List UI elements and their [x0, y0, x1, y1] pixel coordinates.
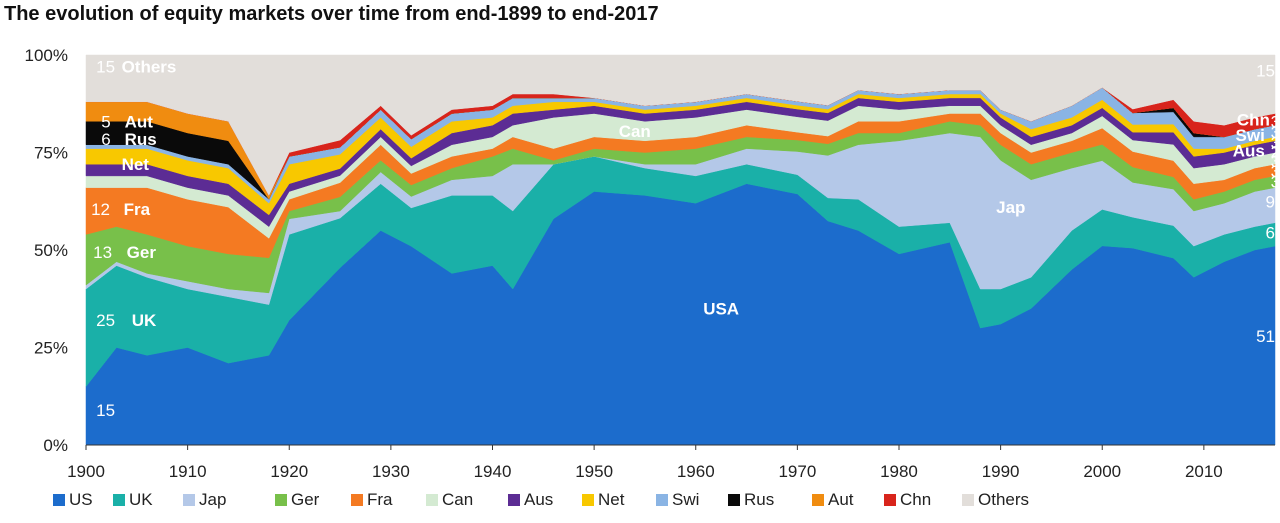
area-others [85, 54, 1276, 196]
x-tick-label: 1910 [169, 462, 207, 481]
area-label-uk: UK [132, 311, 157, 330]
legend-swatch-jap [183, 494, 195, 506]
area-label-fra: Fra [124, 200, 151, 219]
legend-label-aus: Aus [524, 490, 553, 509]
area-label-15: 15 [1256, 62, 1275, 81]
legend-label-ger: Ger [291, 490, 320, 509]
area-series-group [85, 54, 1276, 446]
x-tick-label: 1960 [677, 462, 715, 481]
legend-label-fra: Fra [367, 490, 393, 509]
y-tick-label: 100% [25, 46, 68, 65]
y-axis: 0% 25% 50% 75% 100% [25, 46, 68, 455]
area-label-swi: Swi [1236, 126, 1265, 145]
legend-swatch-fra [351, 494, 363, 506]
y-tick-label: 50% [34, 241, 68, 260]
x-axis: 1900 1910 1920 1930 1940 1950 1960 1970 1980 1990… [67, 444, 1275, 481]
area-label-13: 13 [93, 243, 112, 262]
area-label-3: 3 [1271, 172, 1280, 191]
x-tick-label: 1900 [67, 462, 105, 481]
chart-title: The evolution of equity markets over tim… [4, 3, 659, 25]
area-label-aut: Aut [125, 112, 154, 131]
x-tick-label: 2010 [1185, 462, 1223, 481]
area-label-chn: Chn [1237, 110, 1270, 129]
area-label-aus: Aus [1233, 142, 1265, 161]
legend-swatch-rus [728, 494, 740, 506]
legend-swatch-ger [275, 494, 287, 506]
area-label-5: 5 [101, 112, 110, 131]
legend-swatch-chn [884, 494, 896, 506]
x-tick-label: 1930 [372, 462, 410, 481]
legend-label-jap: Jap [199, 490, 226, 509]
legend-label-chn: Chn [900, 490, 931, 509]
area-labels: 15 Others 5 Aut 6 Rus Net 12 Fra 13 Ger 25 UK 15 USA Ca… [91, 58, 1280, 420]
area-label-others: Others [122, 58, 177, 77]
area-label-usa: USA [703, 300, 739, 319]
x-tick-label: 1940 [474, 462, 512, 481]
legend-label-net: Net [598, 490, 625, 509]
area-label-15: 15 [96, 401, 115, 420]
x-tick-label: 2000 [1083, 462, 1121, 481]
y-tick-label: 75% [34, 144, 68, 163]
x-tick-label: 1920 [270, 462, 308, 481]
legend-swatch-swi [656, 494, 668, 506]
legend-swatch-aus [508, 494, 520, 506]
x-tick-label: 1970 [778, 462, 816, 481]
legend-label-can: Can [442, 490, 473, 509]
x-tick-label: 1980 [880, 462, 918, 481]
area-label-25: 25 [96, 311, 115, 330]
area-label-3: 3 [1271, 112, 1280, 131]
area-label-can: Can [619, 122, 651, 141]
legend-swatch-aut [812, 494, 824, 506]
area-label-net: Net [122, 155, 150, 174]
area-label-51: 51 [1256, 327, 1275, 346]
area-label-12: 12 [91, 200, 110, 219]
area-label-3: 3 [1271, 162, 1280, 181]
legend-swatch-net [582, 494, 594, 506]
area-label-ger: Ger [127, 243, 157, 262]
legend-swatch-others [962, 494, 974, 506]
legend-swatch-can [426, 494, 438, 506]
legend-label-rus: Rus [744, 490, 774, 509]
area-label-6: 6 [1266, 223, 1275, 242]
area-label-15: 15 [96, 58, 115, 77]
area-label-3: 3 [1271, 152, 1280, 171]
legend-swatch-us [53, 494, 65, 506]
legend-label-swi: Swi [672, 490, 699, 509]
y-tick-label: 25% [34, 339, 68, 358]
area-label-jap: Jap [996, 198, 1025, 217]
x-tick-label: 1950 [575, 462, 613, 481]
y-tick-label: 0% [43, 436, 68, 455]
area-label-3: 3 [1271, 123, 1280, 142]
legend-label-us: US [69, 490, 93, 509]
legend-label-others: Others [978, 490, 1029, 509]
area-label-rus: Rus [125, 130, 157, 149]
area-label-6: 6 [101, 130, 110, 149]
x-tick-label: 1990 [982, 462, 1020, 481]
area-label-9: 9 [1266, 192, 1275, 211]
legend: US UK Jap Ger Fra Can Aus Net Swi Rus Aut Chn Others [53, 490, 1029, 509]
area-label-2: 2 [1271, 143, 1280, 162]
legend-label-uk: UK [129, 490, 153, 509]
legend-swatch-uk [113, 494, 125, 506]
legend-label-aut: Aut [828, 490, 854, 509]
area-label-3: 3 [1271, 133, 1280, 152]
